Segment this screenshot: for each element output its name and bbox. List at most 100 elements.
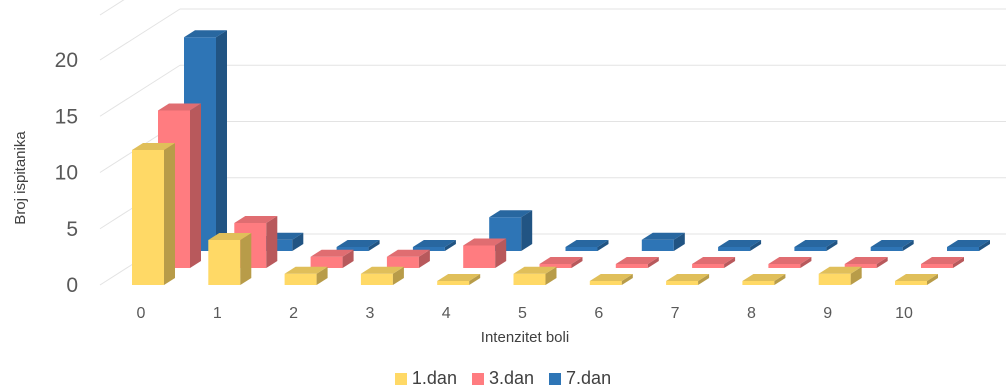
bar-3dan-8 [768,257,812,268]
bar-front [742,281,775,285]
bar-side [902,240,914,251]
bar-top [794,240,838,247]
bar-top [947,240,990,247]
legend-label-1dan: 1.dan [411,368,457,388]
bar-side [750,240,762,251]
bar-side [216,30,227,251]
bar-front [463,245,496,268]
bar-front [284,273,317,285]
x-axis-title: Intenzitet boli [481,329,569,346]
bar-side [927,274,938,285]
bar-7dan-9 [870,240,914,251]
x-tick-label: 7 [671,305,680,322]
bar-top [158,103,201,111]
bar-1dan-8 [742,274,786,285]
bar-front [666,281,699,285]
x-tick-label: 10 [895,305,913,322]
bar-top [437,274,481,281]
bar-1dan-1 [208,233,252,285]
bar-front [132,150,164,285]
bar-3dan-3 [386,249,430,268]
bar-side [266,216,278,268]
bar-1dan-4 [437,274,481,285]
bar-top [336,240,380,247]
bar-top [184,30,227,38]
legend: 1.dan 3.dan 7.dan [0,368,1006,389]
legend-swatch-1dan [394,373,407,385]
bar-front [539,264,572,268]
x-tick-label: 2 [289,305,298,322]
bar-side [621,274,633,285]
bar-front [921,264,953,268]
bar-side [418,249,430,268]
gridline-diagonal [99,64,181,117]
bar-1dan-0 [132,143,175,285]
bar-7dan-3 [412,240,456,251]
bar-front [895,281,927,285]
bar-top [463,238,507,246]
bar-3dan-9 [844,257,888,268]
bar-side [571,257,583,268]
bar-7dan-10 [947,240,990,251]
bar-front [844,264,877,268]
bar-7dan-2 [336,240,380,251]
bar-top [615,257,659,264]
bar-side [698,274,710,285]
bar-front [692,264,725,268]
bar-7dan-6 [641,232,685,251]
bar-top [589,274,633,281]
bar-top [692,257,736,264]
bar-top [539,257,583,264]
bar-7dan-7 [718,240,762,251]
bar-side [850,266,862,285]
legend-item-7dan: 7.dan [549,368,611,389]
bar-top [513,266,557,274]
bar-top [310,249,354,257]
bar-7dan-5 [565,240,609,251]
bar-front [437,281,470,285]
bar-top [360,266,404,274]
bar-top [208,233,252,240]
bar-front [768,264,801,268]
bar-top [844,257,888,264]
x-tick-label: 9 [823,305,832,322]
bar-side [647,257,659,268]
x-tick-label: 8 [747,305,756,322]
x-tick-label: 3 [365,305,374,322]
bar-3dan-6 [615,257,659,268]
gridline-diagonal [99,8,181,61]
bar-3dan-2 [310,249,354,268]
bar-3dan-4 [463,238,507,268]
bar-front [310,256,343,268]
bar-side [342,249,354,268]
bar-1dan-10 [895,274,938,285]
bar-front [336,247,369,251]
x-tick-label: 5 [518,305,527,322]
legend-label-7dan: 7.dan [566,368,612,388]
bar-3dan-10 [921,257,964,268]
bar-top [718,240,762,247]
bar-front [794,247,827,251]
bar-front [208,240,241,285]
bar-1dan-9 [818,266,862,285]
bar-top [870,240,914,247]
y-tick-label: 20 [55,49,78,72]
bar-top [234,216,278,223]
bar-side [673,232,685,251]
bar-top [412,240,456,247]
legend-item-1dan: 1.dan [394,368,457,389]
bar-top [132,143,175,150]
bar-front [513,273,546,285]
bars [132,30,990,285]
bar-top [666,274,710,281]
legend-label-3dan: 3.dan [488,368,535,388]
bar-front [718,247,751,251]
bar-front [565,247,598,251]
bar-top [818,266,862,274]
x-tick-label: 1 [213,305,222,322]
bar-1dan-5 [513,266,557,285]
bar-3dan-7 [692,257,736,268]
bar-front [412,247,445,251]
bar-front [870,247,903,251]
